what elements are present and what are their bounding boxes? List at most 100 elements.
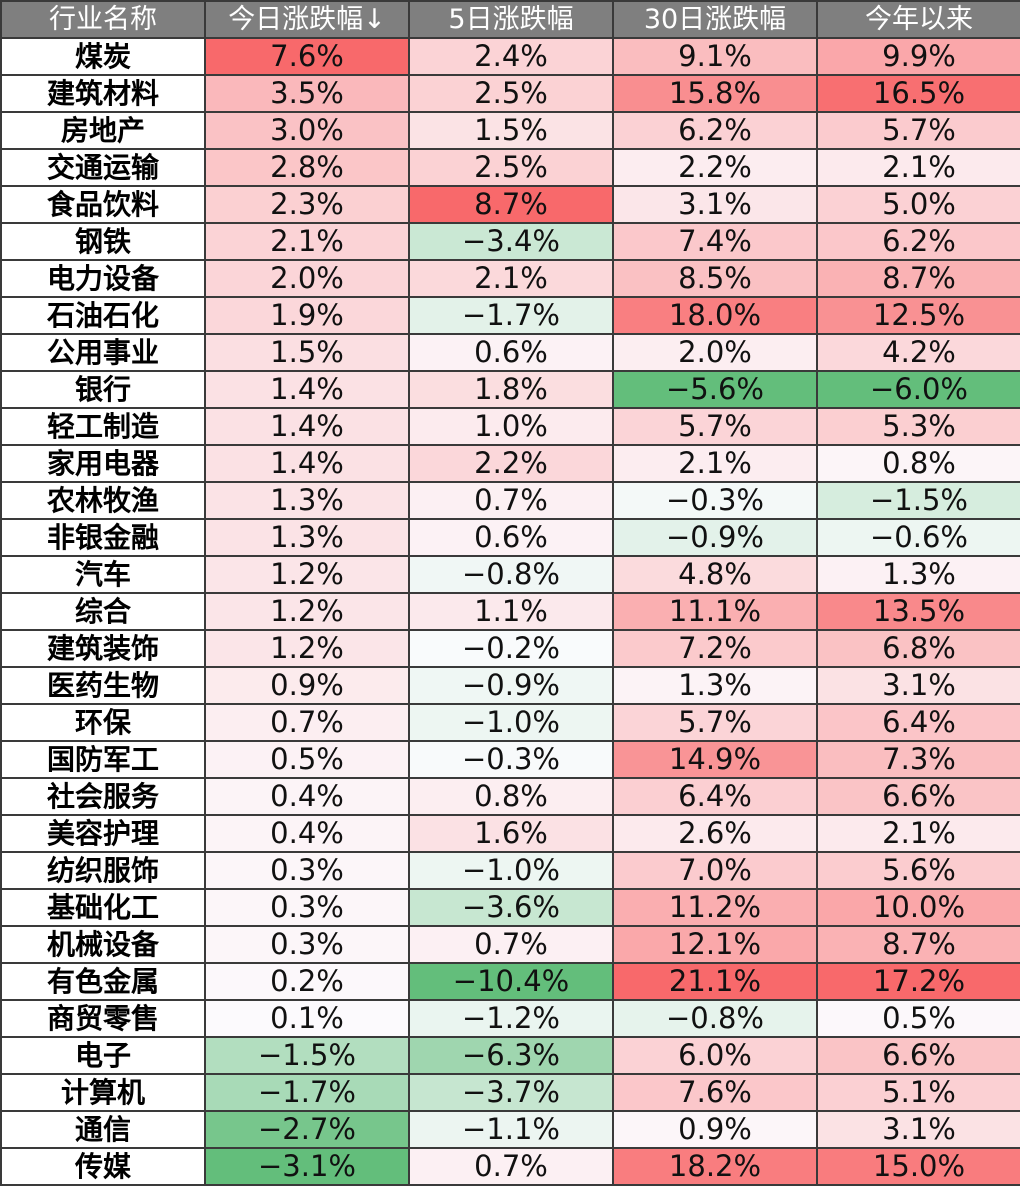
value-cell: −0.2% — [408, 629, 614, 668]
value-cell: 11.2% — [612, 888, 818, 927]
value-cell: 18.2% — [612, 1147, 818, 1186]
industry-name-cell: 电子 — [0, 1036, 206, 1075]
value-cell: 0.7% — [204, 703, 410, 742]
industry-name-cell: 机械设备 — [0, 925, 206, 964]
table-row: 纺织服饰 0.3% −1.0% 7.0% 5.6% — [0, 851, 1020, 890]
value-cell: 5.0% — [816, 185, 1020, 224]
value-cell: −1.2% — [408, 999, 614, 1038]
table-row: 综合 1.2% 1.1% 11.1% 13.5% — [0, 592, 1020, 631]
value-cell: 1.4% — [204, 444, 410, 483]
value-cell: −0.8% — [612, 999, 818, 1038]
industry-name-cell: 环保 — [0, 703, 206, 742]
header-5day-change[interactable]: 5日涨跌幅 — [408, 0, 614, 39]
value-cell: 1.6% — [408, 814, 614, 853]
table-row: 美容护理 0.4% 1.6% 2.6% 2.1% — [0, 814, 1020, 853]
value-cell: 11.1% — [612, 592, 818, 631]
industry-name-cell: 建筑材料 — [0, 74, 206, 113]
header-industry-name[interactable]: 行业名称 — [0, 0, 206, 39]
value-cell: 1.8% — [408, 370, 614, 409]
value-cell: 0.7% — [408, 1147, 614, 1186]
value-cell: 0.3% — [204, 851, 410, 890]
value-cell: 2.2% — [612, 148, 818, 187]
value-cell: 2.1% — [408, 259, 614, 298]
header-30day-change[interactable]: 30日涨跌幅 — [612, 0, 818, 39]
value-cell: 2.0% — [612, 333, 818, 372]
value-cell: 2.1% — [612, 444, 818, 483]
value-cell: 0.5% — [204, 740, 410, 779]
value-cell: 21.1% — [612, 962, 818, 1001]
industry-name-cell: 综合 — [0, 592, 206, 631]
value-cell: 5.7% — [816, 111, 1020, 150]
table-row: 医药生物 0.9% −0.9% 1.3% 3.1% — [0, 666, 1020, 705]
industry-name-cell: 交通运输 — [0, 148, 206, 187]
industry-name-cell: 计算机 — [0, 1073, 206, 1112]
value-cell: 3.5% — [204, 74, 410, 113]
value-cell: 2.5% — [408, 148, 614, 187]
value-cell: 0.5% — [816, 999, 1020, 1038]
industry-name-cell: 纺织服饰 — [0, 851, 206, 890]
industry-name-cell: 公用事业 — [0, 333, 206, 372]
value-cell: 7.4% — [612, 222, 818, 261]
industry-name-cell: 美容护理 — [0, 814, 206, 853]
value-cell: −3.4% — [408, 222, 614, 261]
value-cell: 1.1% — [408, 592, 614, 631]
value-cell: 2.5% — [408, 74, 614, 113]
industry-name-cell: 轻工制造 — [0, 407, 206, 446]
value-cell: −1.5% — [204, 1036, 410, 1075]
table-row: 银行 1.4% 1.8% −5.6% −6.0% — [0, 370, 1020, 409]
value-cell: 3.1% — [816, 666, 1020, 705]
industry-name-cell: 国防军工 — [0, 740, 206, 779]
value-cell: 12.1% — [612, 925, 818, 964]
value-cell: −1.0% — [408, 703, 614, 742]
value-cell: −3.1% — [204, 1147, 410, 1186]
header-ytd-change[interactable]: 今年以来 — [816, 0, 1020, 39]
table-row: 非银金融 1.3% 0.6% −0.9% −0.6% — [0, 518, 1020, 557]
value-cell: 6.4% — [816, 703, 1020, 742]
value-cell: 4.8% — [612, 555, 818, 594]
value-cell: 3.0% — [204, 111, 410, 150]
table-row: 传媒 −3.1% 0.7% 18.2% 15.0% — [0, 1147, 1020, 1186]
value-cell: −2.7% — [204, 1110, 410, 1149]
value-cell: 5.1% — [816, 1073, 1020, 1112]
value-cell: 2.3% — [204, 185, 410, 224]
value-cell: 18.0% — [612, 296, 818, 335]
value-cell: 6.2% — [816, 222, 1020, 261]
table-row: 建筑装饰 1.2% −0.2% 7.2% 6.8% — [0, 629, 1020, 668]
header-today-change[interactable]: 今日涨跌幅↓ — [204, 0, 410, 39]
table-row: 房地产 3.0% 1.5% 6.2% 5.7% — [0, 111, 1020, 150]
value-cell: 1.5% — [408, 111, 614, 150]
value-cell: 2.4% — [408, 37, 614, 76]
value-cell: −0.8% — [408, 555, 614, 594]
table-row: 有色金属 0.2% −10.4% 21.1% 17.2% — [0, 962, 1020, 1001]
value-cell: 3.1% — [816, 1110, 1020, 1149]
value-cell: −0.9% — [612, 518, 818, 557]
value-cell: −1.7% — [408, 296, 614, 335]
value-cell: 5.3% — [816, 407, 1020, 446]
value-cell: −1.1% — [408, 1110, 614, 1149]
industry-name-cell: 钢铁 — [0, 222, 206, 261]
industry-name-cell: 建筑装饰 — [0, 629, 206, 668]
value-cell: 3.1% — [612, 185, 818, 224]
table-body: 煤炭 7.6% 2.4% 9.1% 9.9% 建筑材料 3.5% 2.5% 15.8% 16.5%… — [0, 37, 1020, 1186]
table-row: 煤炭 7.6% 2.4% 9.1% 9.9% — [0, 37, 1020, 76]
value-cell: 0.7% — [408, 925, 614, 964]
table-row: 机械设备 0.3% 0.7% 12.1% 8.7% — [0, 925, 1020, 964]
table-row: 计算机 −1.7% −3.7% 7.6% 5.1% — [0, 1073, 1020, 1112]
value-cell: −3.7% — [408, 1073, 614, 1112]
table-row: 轻工制造 1.4% 1.0% 5.7% 5.3% — [0, 407, 1020, 446]
value-cell: 0.4% — [204, 777, 410, 816]
table-row: 基础化工 0.3% −3.6% 11.2% 10.0% — [0, 888, 1020, 927]
table-row: 国防军工 0.5% −0.3% 14.9% 7.3% — [0, 740, 1020, 779]
value-cell: 1.2% — [204, 629, 410, 668]
value-cell: 8.7% — [408, 185, 614, 224]
value-cell: 5.6% — [816, 851, 1020, 890]
value-cell: 2.0% — [204, 259, 410, 298]
value-cell: 2.1% — [816, 814, 1020, 853]
value-cell: 16.5% — [816, 74, 1020, 113]
value-cell: 7.6% — [612, 1073, 818, 1112]
value-cell: 6.8% — [816, 629, 1020, 668]
value-cell: 0.9% — [612, 1110, 818, 1149]
value-cell: 12.5% — [816, 296, 1020, 335]
industry-name-cell: 医药生物 — [0, 666, 206, 705]
